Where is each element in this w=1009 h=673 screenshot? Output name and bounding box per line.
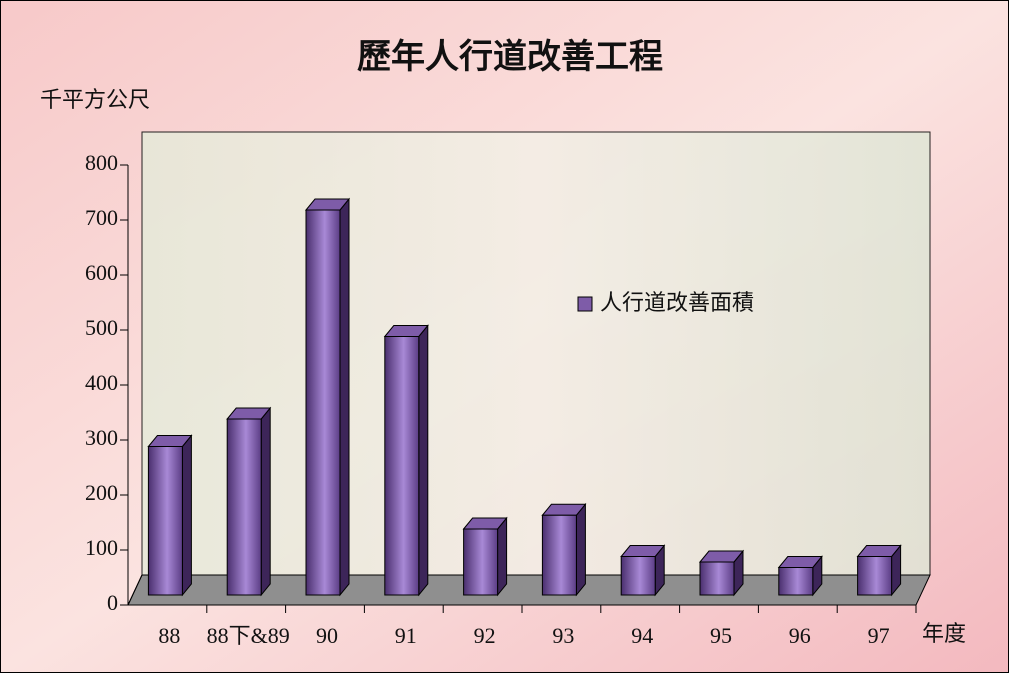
bar	[620, 556, 656, 596]
y-tick-label: 700	[85, 205, 118, 230]
bar	[857, 556, 893, 596]
y-tick-label: 300	[85, 425, 118, 450]
bar-side	[339, 197, 350, 597]
y-tick-label: 400	[85, 370, 118, 395]
bar-side	[260, 406, 271, 597]
x-tick-label: 90	[316, 623, 338, 648]
y-tick-label: 200	[85, 480, 118, 505]
bar	[384, 336, 420, 596]
y-tick-label: 100	[85, 535, 118, 560]
x-tick-label: 92	[474, 623, 496, 648]
legend-swatch	[577, 296, 593, 312]
bar-side	[497, 516, 508, 597]
bar-side	[418, 324, 429, 597]
x-tick-label: 93	[552, 623, 574, 648]
bar	[147, 446, 183, 596]
x-tick-label: 97	[868, 623, 890, 648]
bar	[305, 209, 341, 596]
x-tick-label: 88下&89	[207, 623, 290, 648]
y-tick-label: 0	[107, 590, 118, 615]
bar	[699, 561, 735, 596]
x-tick-label: 88	[158, 623, 180, 648]
legend-label: 人行道改善面積	[600, 290, 754, 315]
x-tick-label: 94	[631, 623, 653, 648]
bar	[226, 418, 262, 596]
x-tick-label: 91	[395, 623, 417, 648]
chart-title: 歷年人行道改善工程	[357, 38, 663, 76]
y-axis-label: 千平方公尺	[40, 87, 150, 112]
axis-line	[127, 574, 143, 606]
x-tick-label: 95	[710, 623, 732, 648]
bar	[463, 528, 499, 596]
bar	[541, 514, 577, 596]
y-tick-label: 500	[85, 315, 118, 340]
y-tick-label: 600	[85, 260, 118, 285]
bar	[778, 567, 814, 596]
x-tick-label: 96	[789, 623, 811, 648]
bar-side	[181, 434, 192, 597]
y-tick-label: 800	[85, 150, 118, 175]
x-axis-label: 年度	[922, 621, 966, 646]
bar-side	[575, 502, 586, 597]
